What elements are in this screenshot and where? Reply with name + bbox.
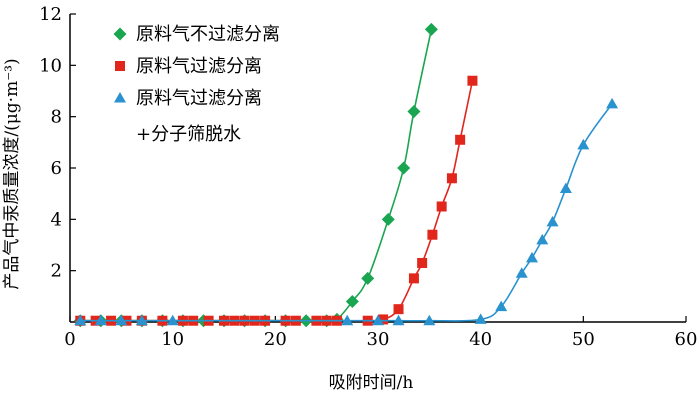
x-axis-label: 吸附时间/h [329,373,414,393]
triangle-data-point [423,314,436,326]
y-tick-label: 12 [39,4,62,25]
diamond-data-point [381,212,395,226]
x-tick-label: 20 [264,329,287,350]
x-tick-label: 50 [572,329,595,350]
triangle-data-point [526,251,538,263]
triangle-data-point [74,314,87,326]
triangle-data-point [536,233,549,245]
triangle-data-point [495,300,508,312]
square-data-point [446,173,457,184]
square-data-point [408,273,419,284]
x-tick-label: 30 [367,329,390,350]
square-data-point [417,257,428,268]
diamond-data-point [397,161,411,175]
triangle-data-point [166,314,179,326]
square-data-point [436,201,447,212]
legend-label: +分子筛脱水 [136,124,241,145]
y-tick-label: 8 [51,107,62,128]
diamond-data-point [407,105,421,119]
x-tick-label: 60 [675,329,698,350]
series-triangle [74,97,619,326]
x-tick-label: 0 [64,329,75,350]
triangle-data-point [474,313,487,324]
square-data-point [427,229,438,240]
y-tick-label: 4 [51,209,62,230]
tick-label-layer: 0 10 20 30 40 50 60 2 4 6 8 10 12 [39,4,697,350]
square-data-point [455,134,466,145]
triangle-data-point [606,97,619,109]
triangle-data-point [546,215,559,227]
legend-label: 原料气过滤分离 [136,56,262,77]
diamond-data-point [424,22,438,36]
square-data-point [467,75,478,86]
y-tick-label: 10 [39,55,62,76]
square-data-point [378,314,389,325]
legend-label: 原料气不过滤分离 [136,24,280,45]
diamond-data-point [345,294,359,308]
series-layer [73,22,619,328]
triangle-data-point [559,182,572,194]
legend-label: 原料气过滤分离 [136,88,262,109]
triangle-data-point [515,267,528,278]
triangle-data-point [135,314,148,326]
triangle-data-point [392,314,405,326]
square-data-point [393,304,404,315]
y-axis-label: 产品气中汞质量浓度/(μg·m⁻³) [2,58,22,289]
legend-marker-diamond [113,27,127,41]
legend-marker-triangle [114,92,126,103]
diamond-data-point [361,271,375,285]
triangle-data-point [115,314,128,326]
triangle-data-point [372,314,384,326]
y-tick-label: 6 [51,158,62,179]
triangle-data-point [94,314,107,326]
legend-marker-square [115,61,125,71]
x-tick-label: 10 [161,329,184,350]
triangle-data-point [577,138,590,150]
x-tick-label: 40 [469,329,492,350]
triangle-data-point [341,314,354,326]
y-tick-label: 2 [51,261,62,282]
